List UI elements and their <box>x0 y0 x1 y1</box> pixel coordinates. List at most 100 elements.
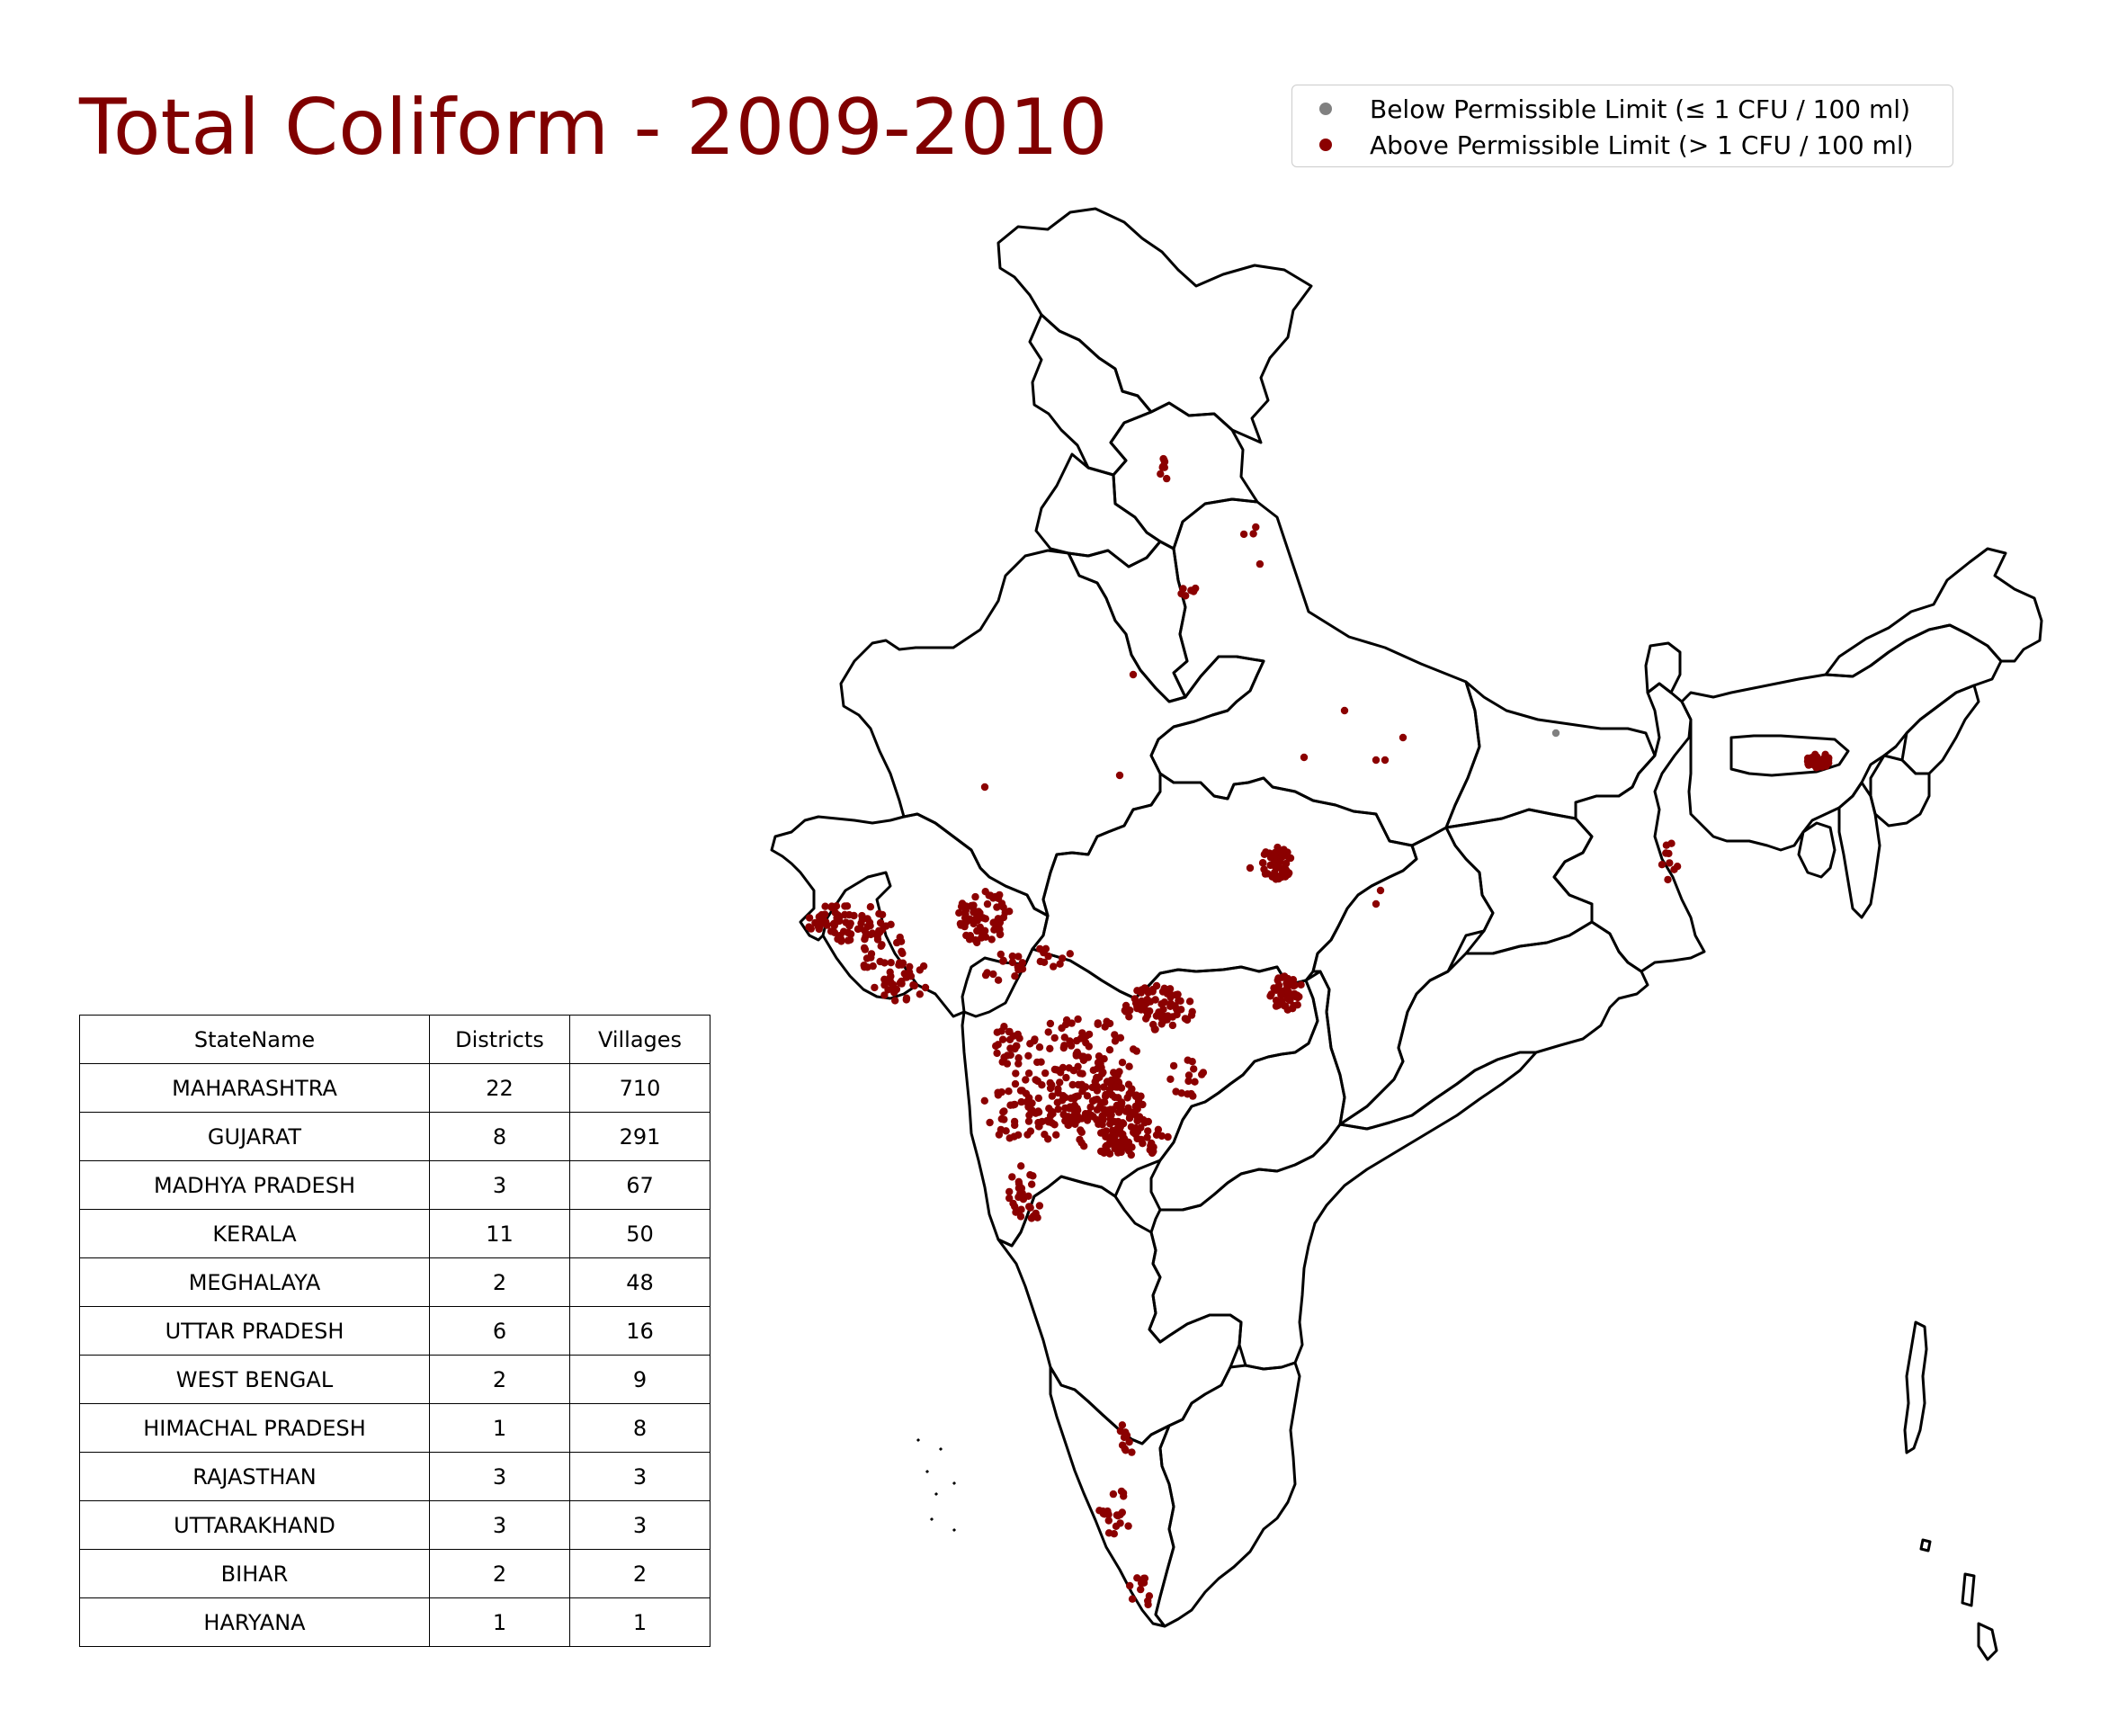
sample-point <box>957 902 966 910</box>
sample-point <box>983 899 992 908</box>
sample-point <box>867 953 875 962</box>
sample-point <box>1128 1595 1137 1603</box>
state-boundary-mz <box>1837 781 1881 919</box>
sample-point <box>1804 761 1813 769</box>
sample-point <box>1009 1101 1017 1109</box>
sample-point <box>1104 1529 1113 1537</box>
table-row: UTTAR PRADESH 6 16 <box>79 1306 710 1356</box>
cell-districts: 22 <box>429 1063 570 1113</box>
cell-districts: 3 <box>429 1452 570 1501</box>
sample-point <box>1152 1131 1161 1140</box>
sample-point <box>1063 1117 1071 1125</box>
sample-point <box>1110 1134 1119 1143</box>
sample-point <box>1191 1078 1199 1086</box>
sample-point <box>1122 1001 1130 1010</box>
sample-point <box>1054 1085 1062 1093</box>
sample-point <box>1061 1094 1069 1102</box>
sample-point <box>1132 1047 1141 1055</box>
sample-point <box>1399 733 1407 742</box>
sample-point <box>1068 1019 1076 1027</box>
cell-villages: 291 <box>569 1112 710 1161</box>
sample-point <box>906 962 914 971</box>
header-villages: Villages <box>569 1015 710 1064</box>
sample-point <box>1166 999 1175 1007</box>
table-header-row: StateName Districts Villages <box>79 1015 710 1064</box>
sample-point <box>1028 1099 1036 1107</box>
sample-point <box>1008 952 1017 961</box>
sample-point <box>871 983 879 992</box>
table-row: RAJASTHAN 3 3 <box>79 1452 710 1501</box>
sample-point <box>1052 1131 1060 1139</box>
sample-point <box>1078 1029 1086 1037</box>
sample-point <box>1033 1058 1041 1067</box>
sample-point <box>1131 1123 1140 1132</box>
cell-villages: 2 <box>569 1549 710 1598</box>
sample-point <box>860 944 869 953</box>
sample-point <box>1184 1077 1193 1086</box>
sample-point <box>1103 1141 1111 1150</box>
sample-point <box>966 932 975 940</box>
sample-point <box>1014 1060 1023 1068</box>
state-boundary-wb <box>1552 682 1706 973</box>
legend-label-below: Below Permissible Limit (≤ 1 CFU / 100 m… <box>1370 94 1910 124</box>
sample-point <box>1118 1059 1127 1067</box>
sample-point <box>1018 959 1027 967</box>
sample-point <box>1122 1446 1130 1454</box>
sample-point <box>1168 1021 1177 1030</box>
sample-point <box>1252 523 1260 532</box>
sample-point <box>1093 1105 1102 1114</box>
sample-point <box>1118 1131 1126 1139</box>
table-row: GUJARAT 8 291 <box>79 1112 710 1161</box>
sample-point <box>1664 875 1672 884</box>
sample-point <box>1024 1051 1032 1060</box>
sample-point <box>1118 1421 1127 1429</box>
sample-point <box>1098 1121 1106 1129</box>
state-boundary-mp <box>1031 772 1418 1000</box>
cell-districts: 2 <box>429 1257 570 1307</box>
sample-point <box>1143 986 1151 995</box>
sample-point <box>1190 1065 1198 1073</box>
sample-point <box>968 901 976 910</box>
sample-point <box>1026 1204 1034 1212</box>
sample-point <box>822 919 830 928</box>
sample-points <box>805 454 1833 1609</box>
sample-point <box>1005 1187 1014 1196</box>
sample-point <box>1266 992 1274 1000</box>
sample-point <box>1101 1098 1109 1106</box>
sample-point <box>1173 1010 1181 1019</box>
cell-state: MAHARASHTRA <box>79 1063 430 1113</box>
cell-villages: 8 <box>569 1403 710 1453</box>
sample-point <box>1673 863 1682 871</box>
sample-point <box>1049 1110 1057 1118</box>
sample-point <box>1048 1092 1057 1100</box>
sample-point <box>1112 1073 1120 1082</box>
sample-point <box>1046 1078 1054 1087</box>
sample-point <box>1008 958 1017 967</box>
sample-point <box>989 970 997 979</box>
sample-point <box>830 921 838 930</box>
map-title: Total Coliform - 2009-2010 <box>79 83 1108 173</box>
cell-districts: 8 <box>429 1112 570 1161</box>
sample-point <box>1157 1000 1166 1008</box>
sample-point <box>1122 1431 1131 1439</box>
sample-point <box>1124 1080 1133 1088</box>
state-summary-table: StateName Districts Villages MAHARASHTRA… <box>79 1015 710 1647</box>
sample-point <box>1018 965 1027 973</box>
cell-villages: 9 <box>569 1355 710 1404</box>
sample-point <box>842 918 850 926</box>
gray-dot-icon <box>1319 103 1332 115</box>
sample-point <box>1163 474 1171 483</box>
sample-point <box>955 908 963 917</box>
sample-point <box>997 1027 1005 1035</box>
sample-point <box>896 979 905 988</box>
state-boundary-mn <box>1869 754 1931 828</box>
sample-point <box>1125 1438 1133 1446</box>
cell-state: UTTARAKHAND <box>79 1500 430 1550</box>
sample-point <box>1169 1061 1178 1070</box>
cell-state: UTTAR PRADESH <box>79 1306 430 1356</box>
sample-point <box>1184 1071 1193 1079</box>
sample-point <box>880 975 889 984</box>
sample-point <box>1166 1075 1175 1084</box>
sample-point <box>1014 1131 1023 1140</box>
sample-point <box>891 997 899 1005</box>
